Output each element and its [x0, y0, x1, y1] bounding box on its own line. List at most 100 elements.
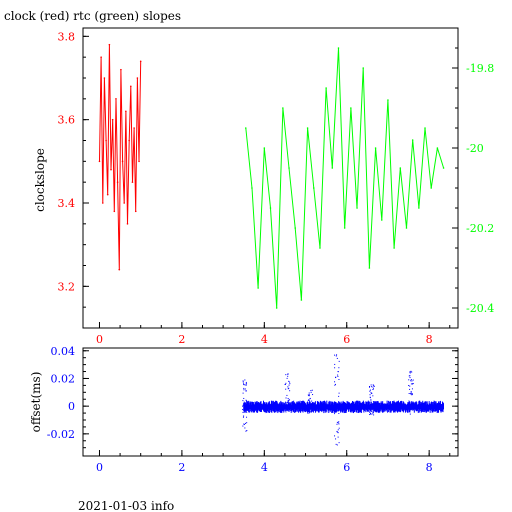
offset-spike-point	[308, 392, 310, 394]
offset-spike-point	[338, 379, 340, 381]
series-point-right	[325, 87, 327, 89]
offset-spike-point	[310, 401, 312, 403]
series-point-left	[131, 181, 134, 183]
offset-spike-point	[370, 408, 372, 410]
offset-spike-point	[287, 373, 289, 375]
offset-spike-point	[285, 382, 287, 384]
offset-spike-point	[285, 374, 287, 376]
upper-xtick-label: 2	[178, 333, 185, 346]
offset-spike-point	[243, 383, 245, 385]
series-point-left	[136, 77, 139, 79]
offset-spike-point	[242, 416, 244, 418]
offset-spike-point	[408, 406, 410, 408]
lower-frame	[82, 347, 459, 457]
offset-spike-point	[288, 380, 290, 382]
upper-frame	[82, 27, 459, 329]
series-point-right	[275, 307, 278, 309]
offset-spike-point	[408, 411, 410, 413]
offset-spike-point	[337, 375, 339, 377]
offset-spike-point	[409, 377, 411, 379]
offset-spike-point	[308, 394, 310, 396]
series-point-left	[133, 127, 135, 129]
offset-spike-point	[287, 401, 289, 403]
upper-ytick-left-label: 3.6	[58, 114, 76, 127]
offset-spike-point	[284, 383, 286, 385]
offset-spike-point	[409, 385, 411, 387]
offset-spike-point	[334, 363, 336, 365]
offset-spike-point	[369, 408, 371, 410]
offset-spike-point	[369, 394, 371, 396]
series-point-left	[126, 223, 129, 225]
offset-spike-point	[246, 416, 248, 418]
offset-spike-point	[285, 401, 287, 403]
offset-spike-point	[409, 371, 411, 373]
series-point-left	[116, 181, 119, 183]
offset-spike-point	[287, 398, 289, 400]
offset-spike-point	[289, 399, 291, 401]
offset-spike-point	[243, 415, 245, 417]
lower-xtick-label: 0	[96, 461, 103, 474]
offset-spike-point	[335, 377, 337, 379]
offset-spike-point	[337, 422, 339, 424]
offset-spike-point	[372, 395, 374, 397]
offset-spike-point	[338, 427, 340, 429]
offset-spike-point	[337, 374, 339, 376]
upper-ytick-left-label: 3.2	[58, 280, 76, 293]
offset-spike-point	[338, 395, 340, 397]
offset-spike-point	[409, 393, 411, 395]
offset-spike-point	[287, 400, 289, 402]
offset-spike-point	[245, 384, 247, 386]
offset-spike-point	[411, 371, 413, 373]
offset-spike-point	[370, 392, 372, 394]
series-point-left	[103, 77, 106, 79]
series-point-left	[111, 118, 114, 121]
offset-spike-point	[372, 401, 374, 403]
offset-spike-point	[288, 409, 290, 411]
offset-spike-point	[369, 412, 371, 414]
offset-spike-point	[287, 373, 289, 375]
offset-spike-point	[312, 394, 314, 396]
series-point-right	[436, 147, 439, 149]
series-point-right	[393, 247, 395, 249]
series-point-right	[251, 187, 253, 189]
series-point-right	[306, 127, 309, 129]
offset-spike-point	[409, 409, 411, 411]
offset-spike-point	[289, 383, 291, 385]
chart-title: clock (red) rtc (green) slopes	[4, 9, 181, 23]
series-point-right	[356, 207, 358, 209]
series-point-right	[257, 287, 259, 289]
offset-spike-point	[410, 408, 412, 410]
offset-spike-point	[287, 386, 289, 388]
series-point-right	[418, 207, 420, 209]
offset-spike-point	[309, 405, 311, 407]
offset-spike-point	[409, 408, 411, 410]
offset-spike-point	[334, 384, 336, 386]
upper-ytick-right-label: -20.4	[466, 302, 494, 315]
offset-spike-point	[246, 405, 248, 407]
offset-spike-point	[243, 397, 245, 399]
series-point-left	[139, 60, 142, 63]
offset-spike-point	[312, 410, 314, 412]
offset-spike-point	[370, 401, 372, 403]
series-point-left	[115, 98, 117, 100]
offset-spike-point	[334, 383, 336, 385]
offset-spike-point	[338, 367, 340, 369]
offset-spike-point	[411, 380, 413, 382]
series-point-right	[263, 147, 266, 149]
offset-spike-point	[246, 400, 248, 402]
offset-spike-point	[338, 402, 340, 404]
offset-spike-point	[412, 405, 414, 407]
offset-spike-point	[244, 388, 246, 390]
offset-spike-point	[308, 405, 310, 407]
series-point-right	[312, 187, 315, 189]
series-point-right	[343, 227, 346, 229]
offset-spike-point	[288, 408, 290, 410]
offset-spike-point	[410, 391, 412, 393]
series-point-left	[121, 160, 124, 163]
offset-spike-point	[285, 411, 287, 413]
offset-spike-point	[308, 399, 310, 401]
offset-spike-point	[289, 381, 291, 383]
lower-ytick-label: 0.04	[51, 345, 76, 358]
offset-spike-point	[244, 409, 246, 411]
offset-spike-point	[242, 405, 244, 407]
